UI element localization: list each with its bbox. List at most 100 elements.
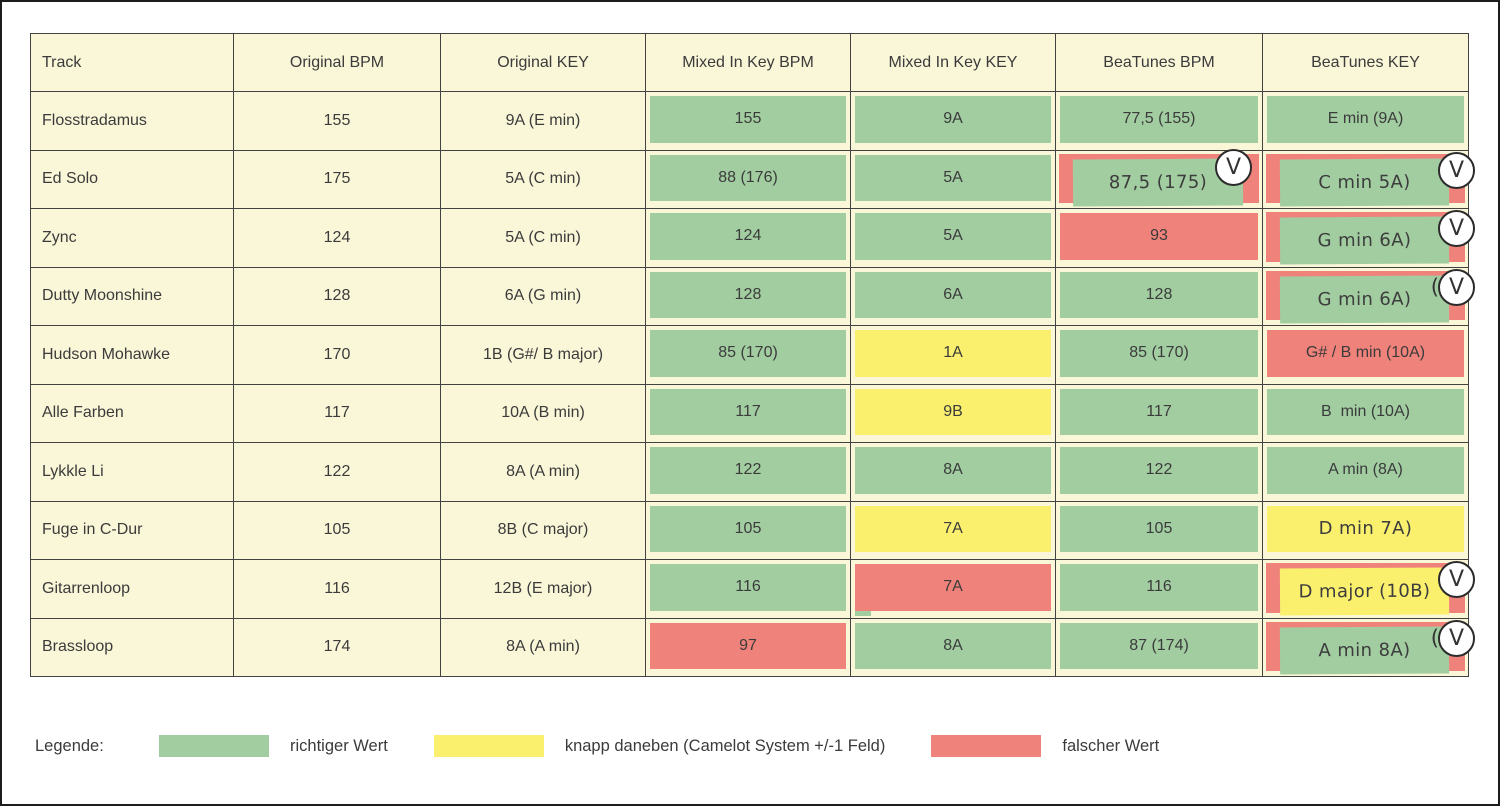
cell-original_key: 5A (C min) (440, 149, 646, 209)
legend-item-label: richtiger Wert (290, 736, 388, 755)
cell-bt_bpm: 116 (1055, 559, 1263, 619)
status-chip-green: G min 6A) (1279, 274, 1450, 323)
cell-original_bpm: 122 (233, 442, 441, 502)
circled-v-icon: V (1438, 151, 1475, 189)
circled-v-icon: V (1438, 210, 1475, 247)
status-chip-green: 9A (855, 96, 1051, 143)
status-chip-yellow: D min 7A) (1267, 505, 1464, 552)
cell-bt_key: A min 8A)(V (1262, 617, 1475, 677)
comparison-table: Track Original BPM Original KEY Mixed In Ke… (30, 33, 1475, 677)
legend-swatch-yellow (433, 735, 544, 757)
cell-bt_key: E min (9A) (1262, 91, 1469, 151)
table-row: Dutty Moonshine 128 6A (G min) 128 6A 128 G mi… (30, 266, 1475, 326)
status-chip-green: 124 (650, 213, 846, 260)
table-row: Zync 124 5A (C min) 124 5A 93 G min 6A) V (30, 208, 1475, 268)
cell-bt_bpm: 122 (1055, 442, 1263, 502)
cell-mik_key: 8A (850, 442, 1056, 502)
cell-original_key: 8A (A min) (440, 617, 646, 677)
status-chip-green: G min 6A) (1279, 216, 1450, 265)
cell-bt_bpm: 77,5 (155) (1055, 91, 1263, 151)
cell-track: Flosstradamus (30, 91, 234, 151)
status-chip-yellow: D major (10B) (1279, 567, 1450, 616)
table-row: Hudson Mohawke 170 1B (G#/ B major) 85 (170… (30, 325, 1469, 385)
cell-bt_bpm: 105 (1055, 500, 1263, 560)
cell-original_key: 5A (C min) (440, 208, 646, 268)
cell-mik_key: 7A (850, 559, 1056, 619)
cell-bt_key: D min 7A) (1262, 500, 1469, 560)
status-chip-green: E min (9A) (1267, 96, 1464, 143)
cell-original_bpm: 128 (233, 266, 441, 326)
status-chip-green: 5A (855, 154, 1051, 201)
legend-label: Legende: (35, 736, 104, 755)
legend-item-label: knapp daneben (Camelot System +/-1 Feld) (564, 736, 886, 755)
cell-mik_bpm: 155 (645, 91, 851, 151)
cell-original_bpm: 116 (233, 559, 441, 619)
table-row: Alle Farben 117 10A (B min) 117 9B 117 B min (… (30, 383, 1469, 443)
status-chip-green: 117 (1060, 388, 1258, 435)
cell-bt_key: D major (10B) V (1262, 559, 1475, 619)
cell-bt_bpm: 87,5 (175) V (1055, 148, 1263, 209)
v-badge: V (1438, 210, 1475, 247)
cell-mik_bpm: 122 (645, 442, 851, 502)
status-chip-green: 128 (650, 271, 846, 318)
v-badge: V (1438, 151, 1475, 189)
cell-track: Dutty Moonshine (30, 266, 234, 326)
status-chip-green: 122 (1060, 447, 1258, 494)
status-chip-green: 6A (855, 271, 1051, 318)
cell-original_bpm: 175 (233, 149, 441, 209)
cell-bt_bpm: 85 (170) (1055, 325, 1263, 385)
status-chip-yellow: 9B (855, 388, 1051, 435)
cell-original_bpm: 124 (233, 208, 441, 268)
status-chip-green: 5A (855, 213, 1051, 260)
cell-original_bpm: 105 (233, 500, 441, 560)
cell-original_bpm: 170 (233, 325, 441, 385)
cell-original_key: 8A (A min) (440, 442, 646, 502)
status-chip-red: 97 (650, 622, 846, 669)
table-row: Flosstradamus 155 9A (E min) 155 9A 77,5 (155… (30, 91, 1469, 151)
status-chip-yellow: 7A (855, 505, 1051, 552)
status-chip-green: 116 (1060, 564, 1258, 611)
cell-bt_bpm: 128 (1055, 266, 1263, 326)
column-header-0: Track (30, 33, 234, 92)
cell-track: Brassloop (30, 617, 234, 677)
column-header-4: Mixed In Key KEY (850, 33, 1056, 92)
status-chip-green: A min 8A) (1279, 625, 1450, 674)
cell-mik_key: 5A (850, 208, 1056, 268)
cell-bt_key: G min 6A)(V (1262, 266, 1475, 326)
v-badge: V (1215, 148, 1252, 186)
cell-mik_bpm: 97 (645, 617, 851, 677)
cell-bt_key: A min (8A) (1262, 442, 1469, 502)
table-header-row: Track Original BPM Original KEY Mixed In Ke… (30, 33, 1469, 92)
cell-track: Gitarrenloop (30, 559, 234, 619)
cell-mik_key: 6A (850, 266, 1056, 326)
cell-mik_bpm: 88 (176) (645, 149, 851, 209)
cell-original_key: 8B (C major) (440, 500, 646, 560)
cell-original_key: 6A (G min) (440, 266, 646, 326)
status-chip-green: 128 (1060, 271, 1258, 318)
cell-mik_key: 5A (850, 149, 1056, 209)
status-chip-green: C min 5A) (1279, 157, 1450, 206)
column-header-1: Original BPM (233, 33, 441, 92)
status-chip-red: 93 (1060, 213, 1258, 260)
cell-mik_bpm: 128 (645, 266, 851, 326)
cell-original_bpm: 174 (233, 617, 441, 677)
status-chip-green: 105 (650, 505, 846, 552)
status-chip-green: 117 (650, 388, 846, 435)
column-header-3: Mixed In Key BPM (645, 33, 851, 92)
status-chip-green: 85 (170) (1060, 330, 1258, 377)
status-chip-green: A min (8A) (1267, 447, 1464, 494)
circled-v-icon: V (1438, 561, 1475, 598)
status-chip-green: 122 (650, 447, 846, 494)
cell-mik_bpm: 105 (645, 500, 851, 560)
table-row: Fuge in C-Dur 105 8B (C major) 105 7A 105 D mi… (30, 500, 1469, 560)
status-chip-red: 7A (855, 564, 1051, 611)
table-row: Gitarrenloop 116 12B (E major) 116 7A 116 D ma… (30, 559, 1475, 619)
column-header-5: BeaTunes BPM (1055, 33, 1263, 92)
cell-original_key: 12B (E major) (440, 559, 646, 619)
table-row: Lykkle Li 122 8A (A min) 122 8A 122 A min (8A) (30, 442, 1469, 502)
cell-mik_bpm: 124 (645, 208, 851, 268)
v-badge: (V (1431, 268, 1475, 306)
cell-track: Lykkle Li (30, 442, 234, 502)
legend-swatch-red (931, 735, 1042, 757)
status-chip-green: 116 (650, 564, 846, 611)
